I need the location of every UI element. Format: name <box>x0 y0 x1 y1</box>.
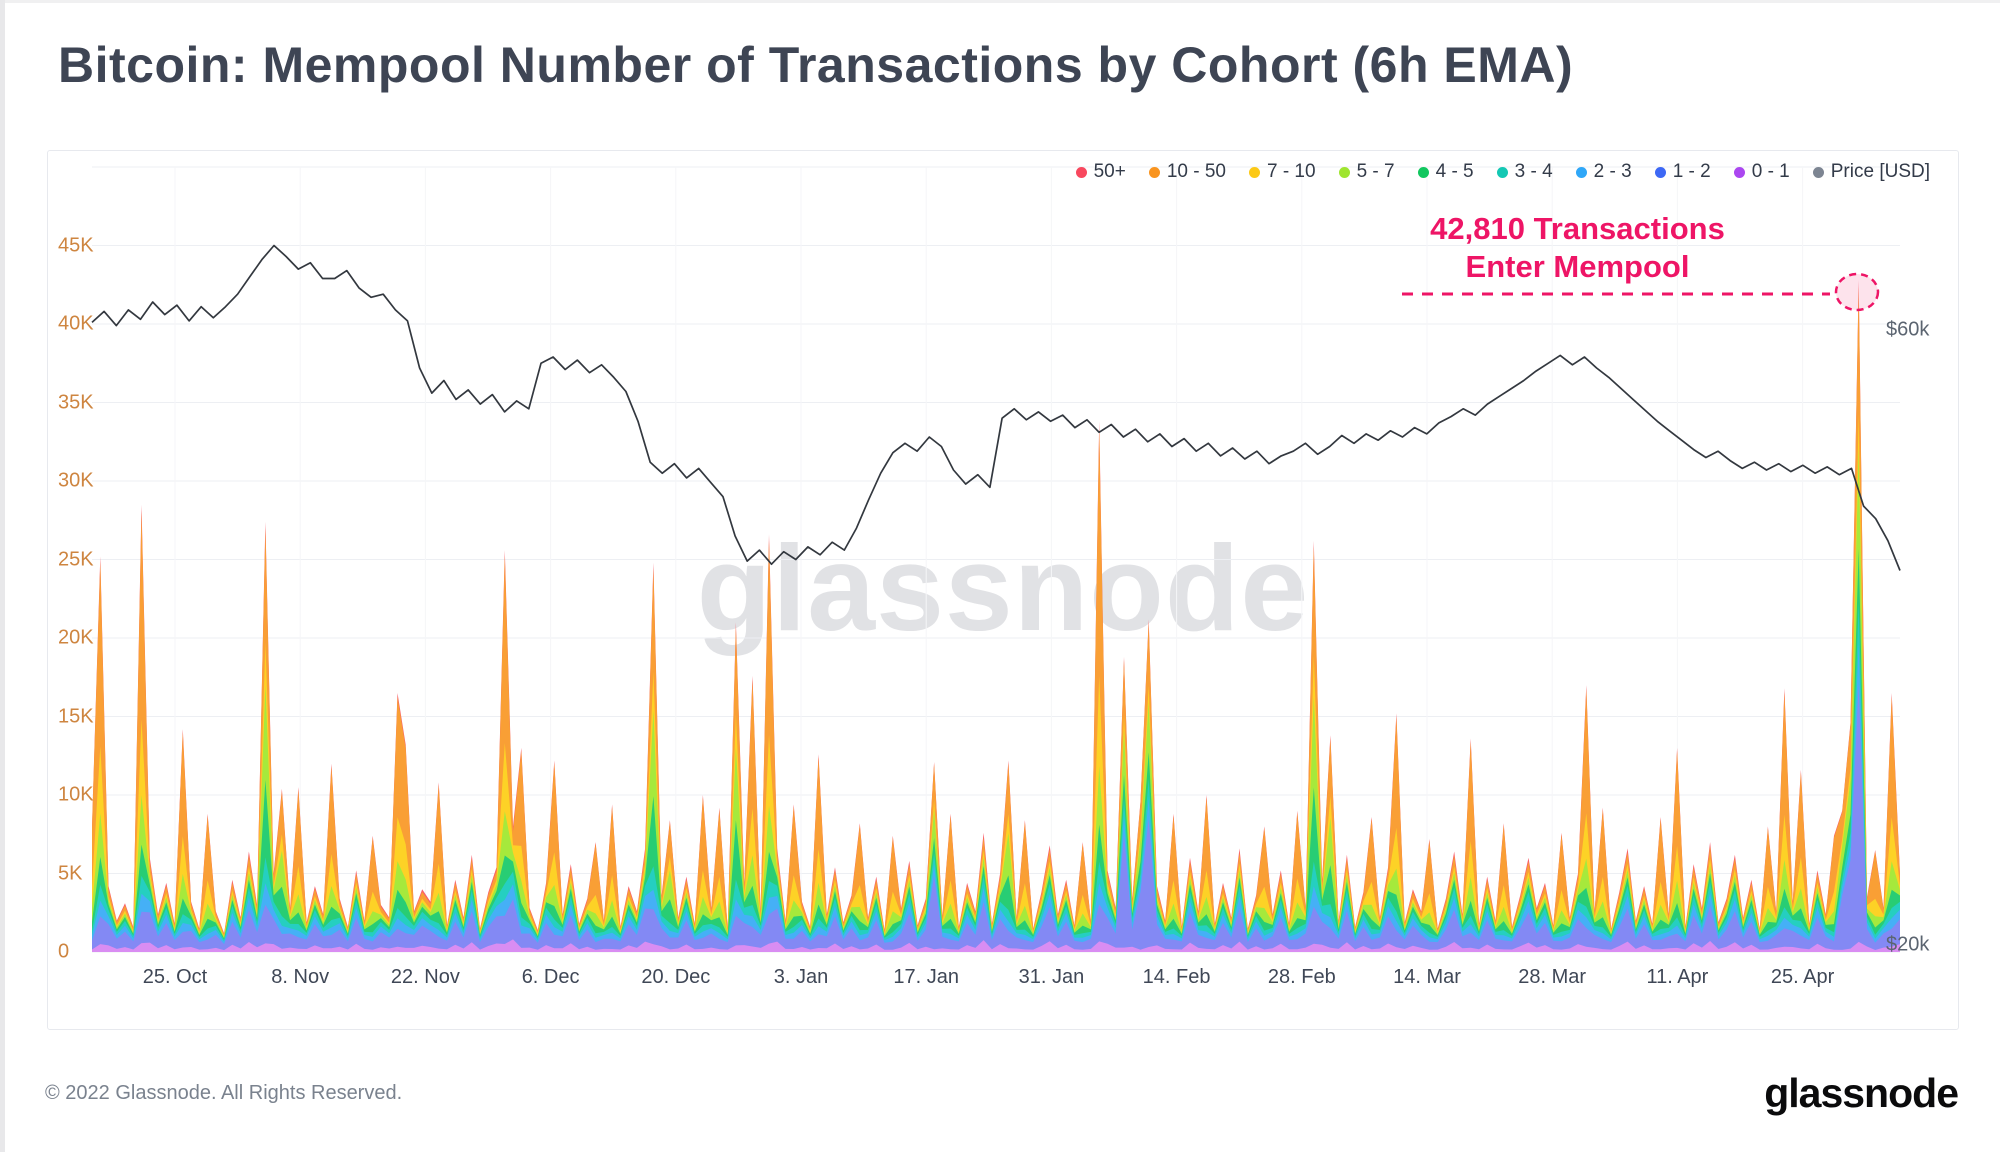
legend-dot-icon <box>1338 166 1350 178</box>
x-axis-label-25-apr: 25. Apr <box>1770 966 1835 988</box>
legend-item-label: 0 - 1 <box>1751 161 1790 182</box>
x-axis-label-22-nov: 22. Nov <box>390 966 460 988</box>
legend-dot-icon <box>1148 166 1160 178</box>
legend-item-label: 4 - 5 <box>1435 161 1474 182</box>
legend-item-label: 1 - 2 <box>1672 161 1711 182</box>
x-axis-label-20-dec: 20. Dec <box>641 966 711 988</box>
legend-item-5-7[interactable]: 5 - 7 <box>1338 161 1395 183</box>
y-axis-label-40K: 40K <box>58 312 94 335</box>
x-axis-label-6-dec: 6. Dec <box>521 966 580 988</box>
legend-item-50+[interactable]: 50+ <box>1075 161 1126 183</box>
legend-dot-icon <box>1417 166 1429 178</box>
legend-item-7-10[interactable]: 7 - 10 <box>1248 161 1316 183</box>
legend-dot-icon <box>1496 166 1508 178</box>
x-axis-label-31-jan: 31. Jan <box>1018 966 1085 988</box>
legend-item-label: 2 - 3 <box>1593 161 1632 182</box>
annotation-highlight-circle <box>1834 272 1880 312</box>
legend-item-4-5[interactable]: 4 - 5 <box>1417 161 1474 183</box>
right-axis-label-20k: $20k <box>1886 933 1930 956</box>
y-axis-label-20K: 20K <box>58 626 94 649</box>
x-axis-label-25-oct: 25. Oct <box>142 966 208 988</box>
page-top-edge <box>0 0 2000 3</box>
y-axis-label-45K: 45K <box>58 234 94 256</box>
copyright-text: © 2022 Glassnode. All Rights Reserved. <box>45 1082 403 1104</box>
x-axis-label-28-mar: 28. Mar <box>1518 966 1587 988</box>
annotation-line2: Enter Mempool <box>1465 249 1690 284</box>
x-axis-label-14-mar: 14. Mar <box>1393 966 1461 988</box>
legend-item-label: 50+ <box>1093 161 1126 182</box>
x-axis-label-8-nov: 8. Nov <box>271 966 330 988</box>
legend-dot-icon <box>1248 166 1260 178</box>
legend-dot-icon <box>1733 166 1745 178</box>
stacked-area-layer-4-5 <box>92 548 1900 952</box>
x-axis-label-3-jan: 3. Jan <box>773 966 829 988</box>
annotation-line1: 42,810 Transactions <box>1430 211 1725 246</box>
legend-item-1-2[interactable]: 1 - 2 <box>1654 161 1711 183</box>
y-axis-label-35K: 35K <box>58 391 94 413</box>
glassnode-logo: glassnode <box>1764 1070 1959 1116</box>
x-axis-label-11-apr: 11. Apr <box>1646 966 1709 988</box>
legend-item-label: 10 - 50 <box>1166 161 1226 182</box>
page-left-edge <box>0 0 5 1152</box>
x-axis-label-14-feb: 14. Feb <box>1142 966 1211 988</box>
y-axis-label-0: 0 <box>58 940 70 963</box>
chart-legend: 50+ 10 - 50 7 - 10 5 - 7 4 - 5 3 - 4 2 - 3 1 - … <box>1075 161 1930 183</box>
stacked-area-layer-0-1 <box>92 939 1900 952</box>
y-axis-label-25K: 25K <box>58 548 94 570</box>
right-axis-label-60k: $60k <box>1886 318 1930 341</box>
legend-dot-icon <box>1075 166 1087 178</box>
price-line <box>91 244 1901 571</box>
legend-item-label: 3 - 4 <box>1514 161 1553 182</box>
legend-item-label: 7 - 10 <box>1266 161 1316 182</box>
y-axis-label-15K: 15K <box>58 705 94 727</box>
legend-item-2-3[interactable]: 2 - 3 <box>1575 161 1632 183</box>
page-title: Bitcoin: Mempool Number of Transactions … <box>58 37 1574 93</box>
legend-dot-icon <box>1654 166 1666 178</box>
legend-item-10-50[interactable]: 10 - 50 <box>1148 161 1226 183</box>
legend-item-label: Price [USD] <box>1830 161 1930 182</box>
legend-item-3-4[interactable]: 3 - 4 <box>1496 161 1553 183</box>
legend-item-price-usd-[interactable]: Price [USD] <box>1812 161 1930 183</box>
legend-item-label: 5 - 7 <box>1356 161 1395 182</box>
legend-dot-icon <box>1575 166 1587 178</box>
legend-item-0-1[interactable]: 0 - 1 <box>1733 161 1790 183</box>
y-axis-label-30K: 30K <box>58 469 94 492</box>
y-axis-label-5K: 5K <box>58 862 83 884</box>
stacked-area-layer-10-50 <box>92 286 1900 952</box>
legend-dot-icon <box>1812 166 1824 178</box>
x-axis-label-28-feb: 28. Feb <box>1267 966 1336 988</box>
stacked-area-layer-1-2 <box>92 683 1900 952</box>
y-axis-label-10K: 10K <box>58 783 94 806</box>
stacked-area-layer-50+ <box>92 280 1900 952</box>
x-axis-label-17-jan: 17. Jan <box>893 966 959 988</box>
mempool-annotation: 42,810 Transactions Enter Mempool <box>1385 210 1770 286</box>
